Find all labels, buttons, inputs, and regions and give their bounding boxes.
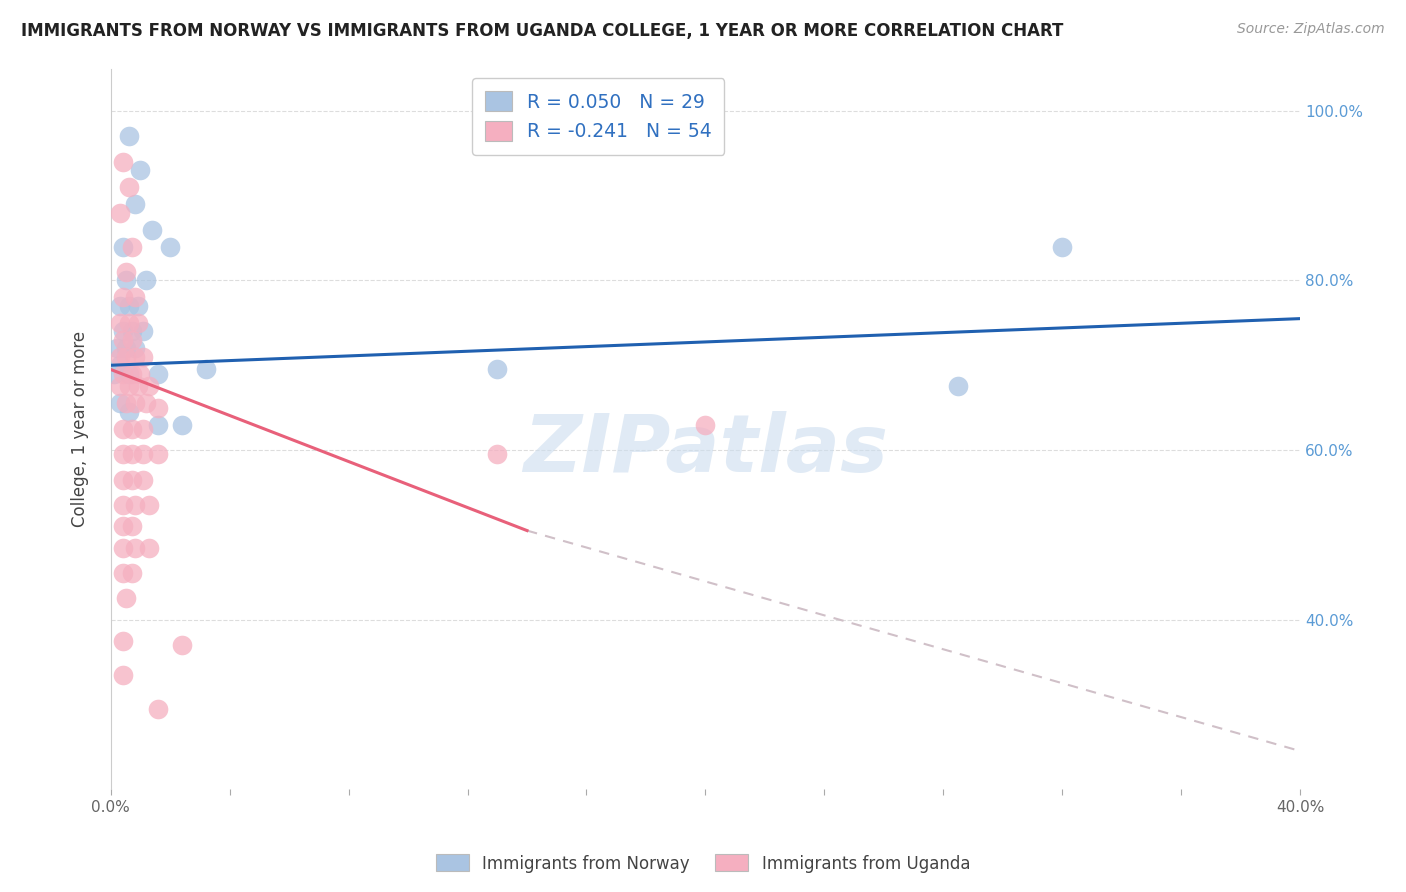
Point: [132, 350, 155, 364]
Point: [194, 362, 217, 376]
Point: [111, 367, 134, 381]
Point: [108, 358, 131, 372]
Point: [138, 541, 160, 555]
Point: [121, 473, 143, 487]
Point: [111, 541, 134, 555]
Text: IMMIGRANTS FROM NORWAY VS IMMIGRANTS FROM UGANDA COLLEGE, 1 YEAR OR MORE CORRELA: IMMIGRANTS FROM NORWAY VS IMMIGRANTS FRO…: [21, 22, 1063, 40]
Point: [1050, 239, 1073, 253]
Point: [108, 299, 131, 313]
Point: [111, 473, 134, 487]
Point: [117, 316, 139, 330]
Point: [111, 566, 134, 580]
Point: [135, 273, 157, 287]
Point: [172, 638, 194, 652]
Point: [111, 154, 134, 169]
Point: [135, 396, 157, 410]
Point: [121, 239, 143, 253]
Point: [124, 498, 146, 512]
Point: [129, 367, 152, 381]
Point: [117, 180, 139, 194]
Point: [127, 379, 149, 393]
Point: [117, 405, 139, 419]
Point: [111, 290, 134, 304]
Point: [111, 633, 134, 648]
Point: [108, 379, 131, 393]
Point: [132, 473, 155, 487]
Point: [132, 324, 155, 338]
Point: [138, 498, 160, 512]
Point: [111, 333, 134, 347]
Point: [127, 316, 149, 330]
Point: [111, 324, 134, 338]
Point: [124, 341, 146, 355]
Point: [172, 417, 194, 432]
Point: [103, 367, 125, 381]
Point: [121, 324, 143, 338]
Point: [148, 417, 170, 432]
Point: [486, 447, 509, 461]
Point: [114, 273, 136, 287]
Point: [111, 239, 134, 253]
Point: [117, 379, 139, 393]
Text: ZIPatlas: ZIPatlas: [523, 411, 889, 490]
Point: [117, 129, 139, 144]
Point: [124, 350, 146, 364]
Point: [105, 341, 128, 355]
Point: [138, 379, 160, 393]
Point: [486, 362, 509, 376]
Point: [121, 519, 143, 533]
Point: [129, 163, 152, 178]
Point: [111, 447, 134, 461]
Point: [114, 341, 136, 355]
Point: [114, 350, 136, 364]
Legend: R = 0.050   N = 29, R = -0.241   N = 54: R = 0.050 N = 29, R = -0.241 N = 54: [472, 78, 724, 154]
Point: [114, 265, 136, 279]
Point: [695, 417, 717, 432]
Point: [114, 396, 136, 410]
Point: [132, 422, 155, 436]
Point: [108, 316, 131, 330]
Point: [132, 447, 155, 461]
Point: [121, 333, 143, 347]
Point: [121, 422, 143, 436]
Point: [121, 566, 143, 580]
Point: [124, 396, 146, 410]
Point: [121, 447, 143, 461]
Point: [111, 519, 134, 533]
Point: [111, 667, 134, 681]
Point: [114, 591, 136, 606]
Point: [148, 447, 170, 461]
Point: [148, 701, 170, 715]
Point: [117, 299, 139, 313]
Point: [148, 401, 170, 415]
Point: [159, 239, 181, 253]
Point: [121, 367, 143, 381]
Point: [148, 367, 170, 381]
Point: [124, 541, 146, 555]
Point: [108, 205, 131, 219]
Text: Source: ZipAtlas.com: Source: ZipAtlas.com: [1237, 22, 1385, 37]
Point: [124, 290, 146, 304]
Point: [108, 396, 131, 410]
Point: [127, 299, 149, 313]
Point: [946, 379, 969, 393]
Point: [111, 498, 134, 512]
Point: [108, 350, 131, 364]
Y-axis label: College, 1 year or more: College, 1 year or more: [72, 331, 89, 527]
Point: [117, 367, 139, 381]
Legend: Immigrants from Norway, Immigrants from Uganda: Immigrants from Norway, Immigrants from …: [429, 847, 977, 880]
Point: [111, 422, 134, 436]
Point: [141, 222, 163, 236]
Point: [124, 197, 146, 211]
